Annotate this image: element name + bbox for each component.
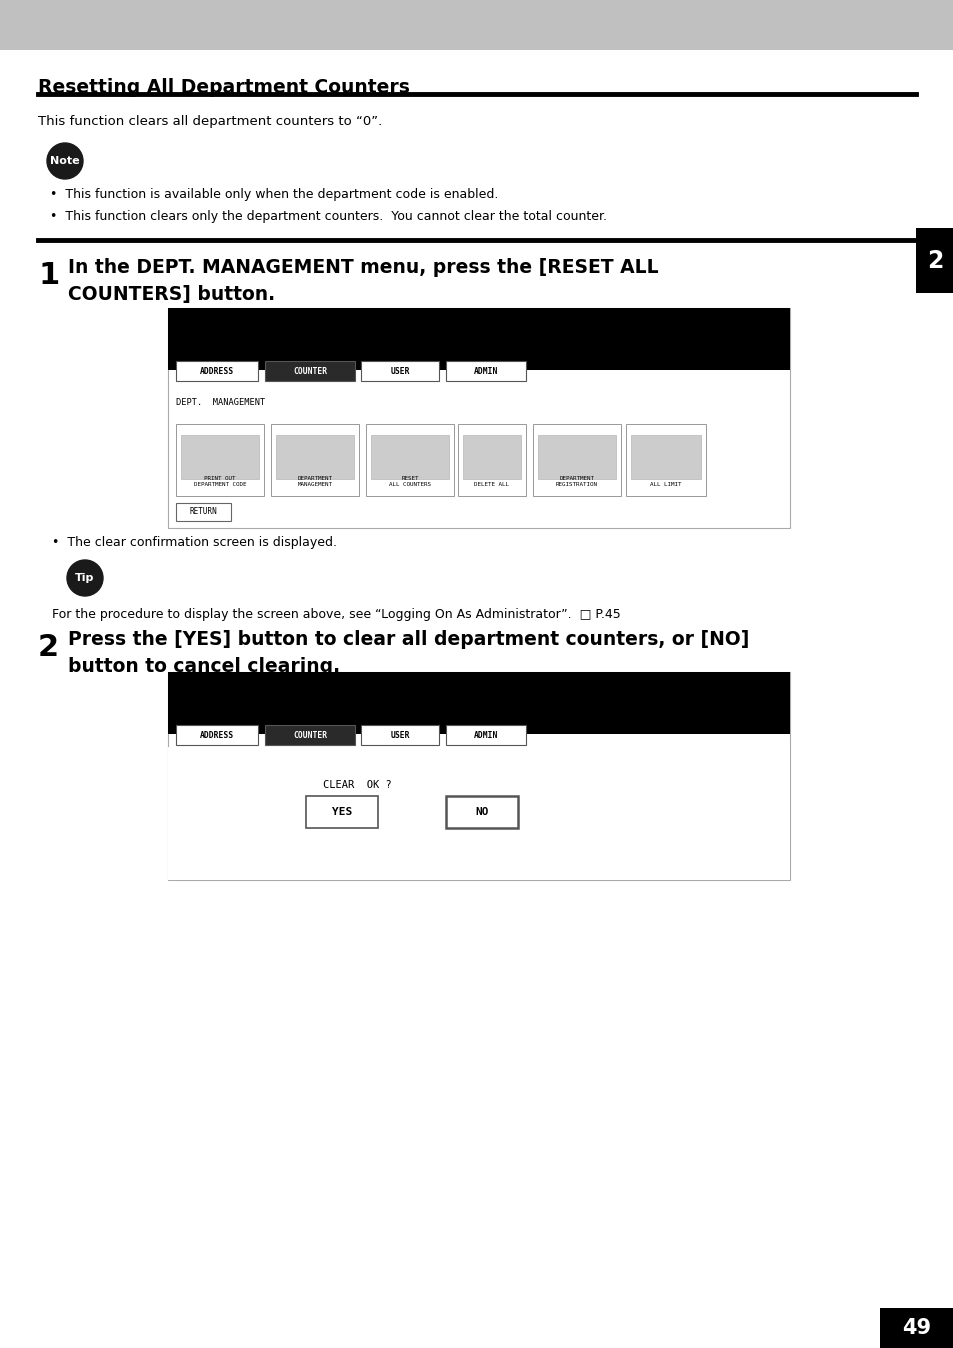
Bar: [462, 435, 520, 479]
Text: RESET
ALL COUNTERS: RESET ALL COUNTERS: [389, 476, 431, 487]
Bar: [366, 425, 454, 496]
Bar: [630, 435, 700, 479]
Bar: [446, 361, 525, 381]
Text: CLEAR  OK ?: CLEAR OK ?: [323, 780, 392, 790]
Text: ADDRESS: ADDRESS: [200, 367, 233, 376]
Text: DEPARTMENT
MANAGEMENT: DEPARTMENT MANAGEMENT: [297, 476, 333, 487]
Bar: [915, 228, 953, 293]
Text: Note: Note: [51, 156, 80, 166]
Text: In the DEPT. MANAGEMENT menu, press the [RESET ALL: In the DEPT. MANAGEMENT menu, press the …: [68, 257, 658, 276]
Bar: [446, 797, 517, 828]
Text: This function clears all department counters to “0”.: This function clears all department coun…: [38, 115, 382, 128]
Bar: [360, 725, 438, 745]
Text: •  The clear confirmation screen is displayed.: • The clear confirmation screen is displ…: [52, 537, 336, 549]
Text: •  This function is available only when the department code is enabled.: • This function is available only when t…: [50, 187, 497, 201]
Text: USER: USER: [390, 731, 410, 740]
Text: DEPT.  MANAGEMENT: DEPT. MANAGEMENT: [175, 398, 265, 407]
Text: 1: 1: [38, 262, 59, 290]
Text: button to cancel clearing.: button to cancel clearing.: [68, 656, 340, 675]
Bar: [265, 725, 355, 745]
Text: Tip: Tip: [75, 573, 94, 582]
Bar: [168, 307, 789, 528]
Bar: [168, 747, 789, 880]
Text: YES: YES: [332, 807, 352, 817]
Circle shape: [47, 143, 83, 179]
Bar: [175, 725, 257, 745]
Bar: [306, 797, 377, 828]
Bar: [275, 435, 354, 479]
Bar: [371, 435, 449, 479]
Bar: [168, 673, 789, 880]
Text: ADMIN: ADMIN: [474, 367, 497, 376]
Text: ADDRESS: ADDRESS: [200, 731, 233, 740]
Text: 2: 2: [38, 634, 59, 662]
Text: DEPARTMENT
REGISTRATION: DEPARTMENT REGISTRATION: [556, 476, 598, 487]
Bar: [446, 725, 525, 745]
Text: Press the [YES] button to clear all department counters, or [NO]: Press the [YES] button to clear all depa…: [68, 630, 749, 648]
Bar: [533, 425, 620, 496]
Bar: [175, 503, 231, 520]
Text: COUNTER: COUNTER: [293, 367, 327, 376]
Text: ADMIN: ADMIN: [474, 731, 497, 740]
Bar: [168, 307, 789, 369]
Bar: [175, 425, 264, 496]
Bar: [181, 435, 258, 479]
Text: For the procedure to display the screen above, see “Logging On As Administrator”: For the procedure to display the screen …: [52, 608, 620, 621]
Text: COUNTERS] button.: COUNTERS] button.: [68, 284, 274, 305]
Bar: [271, 425, 358, 496]
Bar: [175, 361, 257, 381]
Bar: [168, 673, 789, 735]
Text: USER: USER: [390, 367, 410, 376]
Text: ALL LIMIT: ALL LIMIT: [650, 483, 681, 487]
Bar: [265, 361, 355, 381]
Bar: [457, 425, 525, 496]
Text: •  This function clears only the department counters.  You cannot clear the tota: • This function clears only the departme…: [50, 210, 606, 222]
Text: 49: 49: [902, 1318, 930, 1339]
Bar: [360, 361, 438, 381]
Bar: [0, 0, 953, 50]
Text: NO: NO: [475, 807, 488, 817]
Circle shape: [67, 559, 103, 596]
Bar: [879, 1308, 953, 1348]
Text: Resetting All Department Counters: Resetting All Department Counters: [38, 78, 410, 97]
Text: DELETE ALL: DELETE ALL: [474, 483, 509, 487]
Text: COUNTER: COUNTER: [293, 731, 327, 740]
Text: RETURN: RETURN: [189, 507, 216, 516]
Text: PRINT OUT
DEPARTMENT CODE: PRINT OUT DEPARTMENT CODE: [193, 476, 246, 487]
Text: 2: 2: [926, 249, 943, 274]
Bar: [537, 435, 616, 479]
Bar: [625, 425, 705, 496]
